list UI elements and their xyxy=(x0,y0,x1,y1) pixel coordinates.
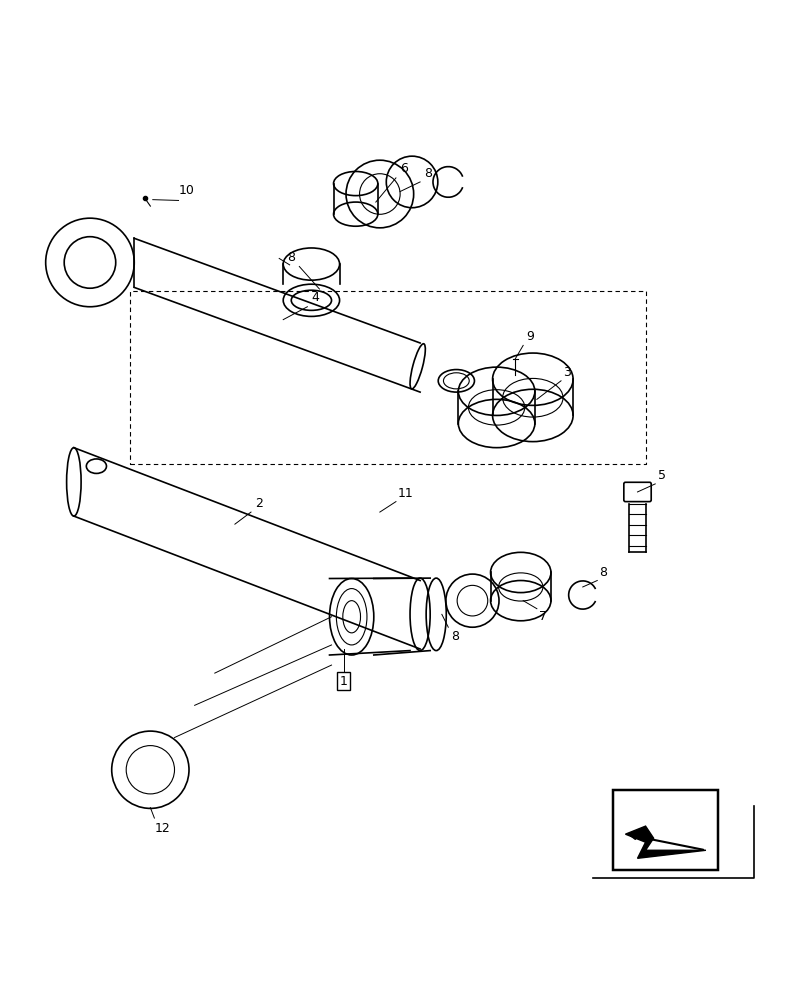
Text: 7: 7 xyxy=(539,610,547,623)
FancyBboxPatch shape xyxy=(613,790,718,870)
Text: 3: 3 xyxy=(563,366,571,379)
Text: 8: 8 xyxy=(288,251,295,264)
Text: 11: 11 xyxy=(398,487,414,500)
Text: 9: 9 xyxy=(526,330,534,343)
Text: 8: 8 xyxy=(451,630,459,643)
Text: 8: 8 xyxy=(424,167,432,180)
Text: 4: 4 xyxy=(311,291,319,304)
Text: 1: 1 xyxy=(339,675,347,688)
Text: 12: 12 xyxy=(154,822,170,835)
FancyBboxPatch shape xyxy=(624,482,651,502)
Polygon shape xyxy=(625,826,706,858)
Text: 10: 10 xyxy=(179,184,195,197)
Text: 6: 6 xyxy=(400,162,408,175)
Text: 2: 2 xyxy=(255,497,263,510)
Text: 8: 8 xyxy=(599,566,607,579)
Text: 5: 5 xyxy=(658,469,666,482)
